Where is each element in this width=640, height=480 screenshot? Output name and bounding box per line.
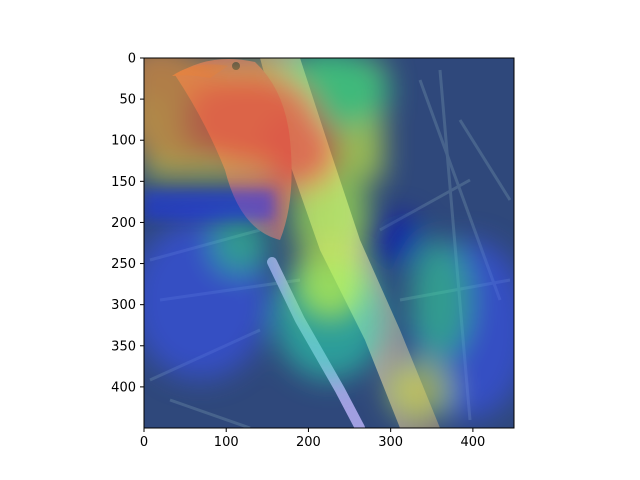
y-axis: 0 50 100 150 200 250 300 350 400: [111, 52, 144, 395]
x-tick-label: 300: [378, 435, 403, 450]
axes-frame: [143, 57, 515, 429]
x-tick-label: 200: [296, 435, 321, 450]
plot-area: [144, 58, 514, 428]
x-tick-label: 400: [460, 435, 485, 450]
y-tick-label: 250: [111, 257, 136, 272]
y-tick-label: 350: [111, 339, 136, 354]
y-tick-label: 300: [111, 298, 136, 313]
heatmap-overlay: [144, 58, 514, 428]
y-tick-label: 200: [111, 216, 136, 231]
x-axis: 0 100 200 300 400: [140, 428, 485, 450]
y-tick-label: 0: [128, 52, 136, 67]
x-tick-label: 100: [214, 435, 239, 450]
y-tick-label: 400: [111, 380, 136, 395]
y-tick-label: 50: [119, 93, 136, 108]
x-tick-label: 0: [140, 435, 148, 450]
y-tick-label: 100: [111, 134, 136, 149]
y-tick-label: 150: [111, 175, 136, 190]
